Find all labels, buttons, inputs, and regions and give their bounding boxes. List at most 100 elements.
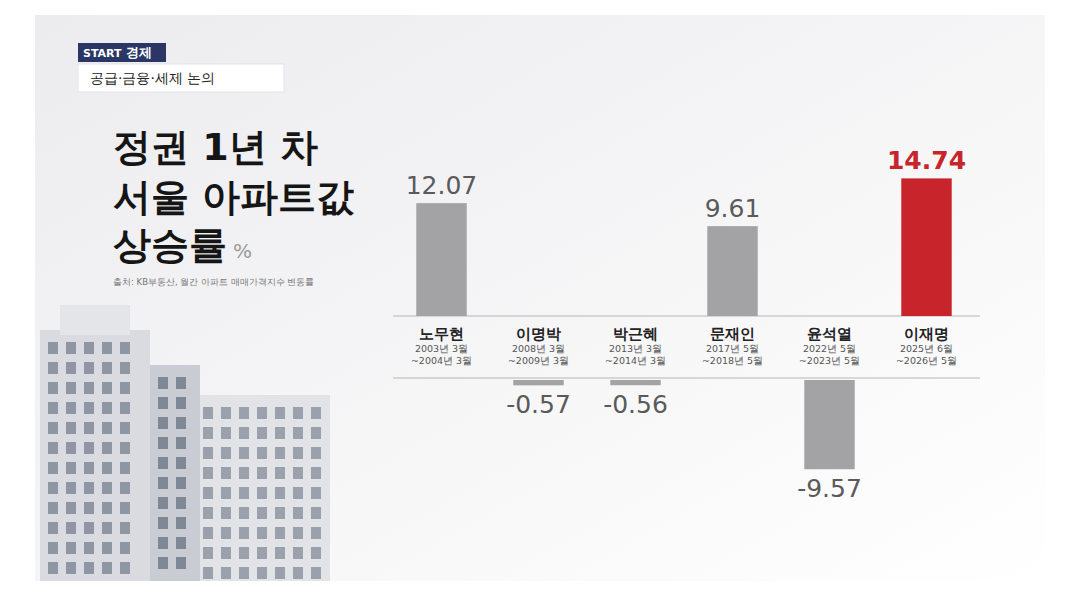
building-window — [120, 422, 130, 434]
building-window — [48, 422, 58, 434]
building-window — [275, 407, 285, 419]
building-window — [176, 377, 186, 389]
building-window — [102, 422, 112, 434]
building-window — [239, 487, 249, 499]
building-window — [275, 487, 285, 499]
building — [150, 365, 200, 581]
building-window — [66, 502, 76, 514]
building-window — [66, 542, 76, 554]
building-window — [120, 402, 130, 414]
data-label: 12.07 — [406, 171, 478, 200]
building-window — [176, 537, 186, 549]
building-window — [120, 542, 130, 554]
building-window — [176, 417, 186, 429]
building-window — [257, 547, 267, 559]
source: 출처: KB부동산, 월간 아파트 매매가격지수 변동률 — [113, 277, 314, 287]
badge-bg — [78, 43, 166, 62]
badge: START 경제 — [83, 45, 152, 60]
building-window — [293, 407, 303, 419]
building-window — [84, 562, 94, 574]
subtitle-box — [78, 64, 284, 92]
building-window — [102, 562, 112, 574]
building-window — [102, 462, 112, 474]
data-label: -0.56 — [603, 390, 668, 419]
building-window — [221, 487, 231, 499]
tick: 문재인 — [710, 322, 755, 343]
building-window — [203, 527, 213, 539]
building-window — [275, 427, 285, 439]
bar — [901, 178, 951, 316]
building-window — [66, 442, 76, 454]
building-window — [176, 437, 186, 449]
tick-label: 이명박 — [516, 325, 561, 343]
building-window — [158, 517, 168, 529]
building-window — [158, 477, 168, 489]
axis-line — [394, 322, 976, 323]
building-window — [203, 567, 213, 579]
baseline — [393, 316, 980, 317]
building-window — [158, 457, 168, 469]
data-label: 9.61 — [705, 194, 761, 223]
title-line: 상승률 — [113, 223, 227, 267]
building-window — [257, 467, 267, 479]
building-window — [102, 482, 112, 494]
building-window — [221, 407, 231, 419]
x-axis: 노무현이명박박근혜문재인윤석열이재명 — [394, 322, 976, 343]
building-window — [176, 397, 186, 409]
background — [35, 15, 1045, 581]
period-label: ~2026년 5월 — [896, 355, 957, 366]
building-window — [203, 407, 213, 419]
subtitle: 공급·금융·세제 논의 — [90, 70, 215, 86]
building-window — [66, 342, 76, 354]
building-window — [311, 487, 321, 499]
title-line: 정권 1년 차 — [113, 125, 318, 169]
period-label: 2022년 5월 — [803, 343, 856, 354]
building-window — [120, 522, 130, 534]
bar — [707, 226, 757, 316]
building-window — [84, 522, 94, 534]
building-window — [239, 567, 249, 579]
building-window — [104, 317, 114, 329]
building-window — [66, 402, 76, 414]
building-window — [48, 342, 58, 354]
building-window — [84, 362, 94, 374]
building-window — [120, 562, 130, 574]
building-window — [275, 507, 285, 519]
building-window — [293, 527, 303, 539]
building-window — [84, 442, 94, 454]
building-window — [239, 547, 249, 559]
building-window — [66, 482, 76, 494]
building-window — [203, 447, 213, 459]
building-window — [203, 487, 213, 499]
building-window — [48, 542, 58, 554]
bars — [416, 178, 951, 469]
building-window — [239, 427, 249, 439]
building-window — [239, 407, 249, 419]
building-window — [158, 537, 168, 549]
building-window — [120, 462, 130, 474]
period-label: ~2014년 3월 — [605, 355, 666, 366]
building-window — [158, 497, 168, 509]
building-window — [275, 467, 285, 479]
building-window — [120, 342, 130, 354]
building-window — [176, 497, 186, 509]
building-window — [84, 502, 94, 514]
building-window — [84, 462, 94, 474]
building-window — [311, 407, 321, 419]
building-window — [102, 342, 112, 354]
building-window — [293, 447, 303, 459]
building-window — [239, 527, 249, 539]
building-window — [84, 422, 94, 434]
building-window — [158, 437, 168, 449]
period-label: 2003년 3월 — [415, 343, 468, 354]
building-window — [66, 422, 76, 434]
baseline — [393, 378, 980, 379]
building-window — [257, 407, 267, 419]
building — [60, 305, 130, 335]
building-window — [203, 467, 213, 479]
building-window — [311, 447, 321, 459]
building-window — [275, 567, 285, 579]
building-window — [221, 527, 231, 539]
periods: 2003년 3월~2004년 3월2008년 3월~2009년 3월2013년 … — [411, 343, 957, 366]
building-window — [275, 547, 285, 559]
